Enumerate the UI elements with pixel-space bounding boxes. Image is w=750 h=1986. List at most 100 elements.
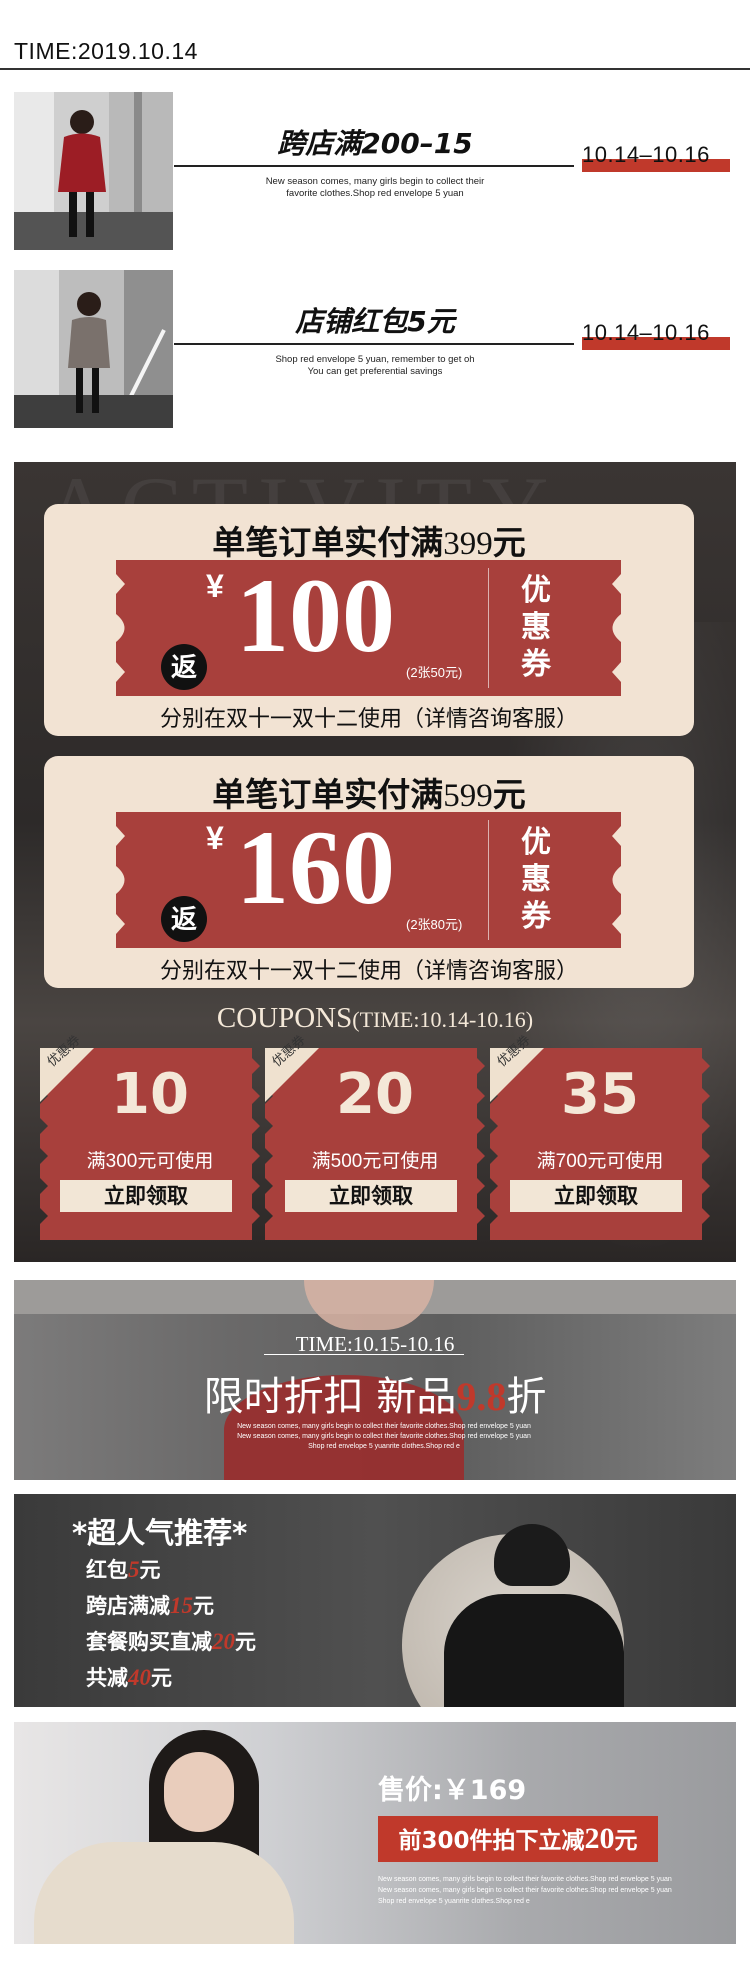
coupons-heading-main: COUPONS: [216, 1002, 353, 1034]
promo-subtitle: Shop red envelope 5 yuan, remember to ge…: [220, 354, 530, 378]
promo-date-highlight: [582, 337, 730, 350]
flash-sale-banner[interactable]: TIME:10.15-10.16 限时折扣 新品9.8折 New season …: [14, 1280, 736, 1480]
big-coupon-title-suffix: 元: [492, 523, 526, 562]
popular-item-amount: 5: [128, 1557, 140, 1582]
coupons-heading: COUPONS(TIME:10.14-10.16): [14, 1002, 736, 1035]
popular-item-label: 套餐购买直减: [86, 1630, 212, 1654]
popular-item: 红包5元: [86, 1554, 161, 1584]
ticket-divider: [488, 820, 489, 940]
claim-button[interactable]: 立即领取: [510, 1180, 682, 1212]
big-coupon-note: (2张80元): [406, 917, 463, 932]
discount-button-text: 前300件拍下立减: [398, 1828, 585, 1854]
product-subtitle-line: New season comes, many girls begin to co…: [378, 1887, 672, 1894]
coupon-side-char: 惠: [521, 610, 551, 645]
popular-item-unit: 元: [151, 1666, 172, 1690]
promo-photo-red-coat: [14, 92, 173, 250]
claim-button[interactable]: 立即领取: [60, 1180, 232, 1212]
claim-button[interactable]: 立即领取: [285, 1180, 457, 1212]
flash-sale-subtitle: New season comes, many girls begin to co…: [214, 1422, 554, 1452]
mini-coupon-value: 20: [336, 1062, 414, 1127]
promo-divider: [174, 165, 574, 167]
coupon-side-char: 优: [521, 825, 551, 860]
product-subtitle-line: Shop red envelope 5 yuanrite clothes.Sho…: [378, 1898, 530, 1905]
big-coupon-amount: 100: [236, 557, 395, 674]
flash-sale-time: TIME:10.15-10.16: [295, 1332, 455, 1356]
product-subtitle-line: New season comes, many girls begin to co…: [378, 1876, 672, 1883]
big-coupon-description: 分别在双十一双十二使用（详情咨询客服）: [159, 959, 578, 984]
promo-divider: [174, 343, 574, 345]
popular-item-label: 跨店满减: [86, 1594, 170, 1618]
promo-subtitle: New season comes, many girls begin to co…: [220, 176, 530, 200]
mini-coupon-condition: 满700元可使用: [536, 1151, 664, 1172]
popular-item: 套餐购买直减20元: [86, 1626, 256, 1656]
promo-subtitle-line: You can get preferential savings: [307, 366, 443, 377]
currency-symbol: ¥: [206, 568, 224, 604]
popular-item-label: 共减: [86, 1666, 128, 1690]
flash-title-suffix: 折: [506, 1374, 547, 1420]
promo-cross-store[interactable]: 跨店满200–15 New season comes, many girls b…: [0, 92, 750, 252]
big-coupon-title-prefix: 单笔订单实付满: [212, 775, 444, 814]
coupon-side-char: 券: [521, 647, 551, 682]
promo-photo-grey-sweater: [14, 270, 173, 428]
currency-symbol: ¥: [206, 820, 224, 856]
flash-title-discount: 9.8: [456, 1374, 507, 1419]
big-coupon-ticket: ¥ 160 (2张80元) 返 优 惠 券: [116, 809, 621, 948]
coupon-side-char: 惠: [521, 862, 551, 897]
big-coupon-399[interactable]: 单笔订单实付满399元 ¥ 100 (2张50元) 返 优 惠 券 分别在双十一…: [44, 504, 694, 736]
product-price: 售价:￥169: [378, 1775, 527, 1806]
popular-item-unit: 元: [193, 1594, 214, 1618]
model-in-black-jacket: [434, 1524, 624, 1707]
popular-item-amount: 40: [128, 1665, 151, 1690]
mini-coupon-condition: 满500元可使用: [311, 1151, 439, 1172]
coupon-side-label: 优 惠 券: [511, 572, 561, 683]
coupon-side-char: 优: [521, 573, 551, 608]
flash-time-underline: [264, 1354, 464, 1355]
coupon-side-char: 券: [521, 899, 551, 934]
big-coupon-amount: 160: [236, 809, 395, 926]
model-red-sweater: [224, 1375, 464, 1480]
promo-subtitle-line: Shop red envelope 5 yuan, remember to ge…: [275, 354, 475, 365]
big-coupon-title: 单笔订单实付满599元: [44, 768, 694, 816]
big-coupon-title-amount: 399: [443, 526, 493, 562]
popular-item: 跨店满减15元: [86, 1590, 214, 1620]
flash-sale-title: 限时折扣 新品9.8折: [14, 1364, 736, 1422]
popular-item-label: 红包: [86, 1558, 128, 1582]
mini-coupon-10[interactable]: 10 满300元可使用 立即领取 优惠券: [40, 1032, 260, 1240]
big-coupon-title: 单笔订单实付满399元: [44, 516, 694, 564]
mini-coupon-20[interactable]: 20 满500元可使用 立即领取 优惠券: [265, 1032, 485, 1240]
popular-title: *超人气推荐*: [72, 1516, 248, 1550]
mini-coupon-35[interactable]: 35 满700元可使用 立即领取 优惠券: [490, 1032, 710, 1240]
big-coupon-note: (2张50元): [406, 665, 463, 680]
discount-button[interactable]: 前300件拍下立减20元: [378, 1816, 658, 1862]
rebate-badge: 返: [161, 896, 207, 942]
page-date: TIME:2019.10.14: [14, 38, 198, 64]
popular-recommendation-banner[interactable]: *超人气推荐* 红包5元 跨店满减15元 套餐购买直减20元 共减40元: [14, 1494, 736, 1707]
product-banner[interactable]: 售价:￥169 前300件拍下立减20元 New season comes, m…: [14, 1722, 736, 1944]
popular-item-amount: 20: [212, 1629, 235, 1654]
coupon-side-label: 优 惠 券: [511, 824, 561, 935]
mini-coupon-value: 35: [561, 1062, 639, 1127]
model-cream-sweater: [34, 1842, 294, 1944]
discount-button-unit: 元: [614, 1828, 638, 1854]
big-coupon-599[interactable]: 单笔订单实付满599元 ¥ 160 (2张80元) 返 优 惠 券 分别在双十一…: [44, 756, 694, 988]
mini-coupon-value: 10: [111, 1062, 189, 1127]
big-coupon-ticket: ¥ 100 (2张50元) 返 优 惠 券: [116, 557, 621, 696]
flash-subtitle-line: Shop red envelope 5 yuanrite clothes.Sho…: [308, 1443, 460, 1450]
promo-date-highlight: [582, 159, 730, 172]
popular-item: 共减40元: [86, 1662, 172, 1692]
big-coupon-title-amount: 599: [443, 778, 493, 814]
model-cap: [494, 1524, 570, 1586]
flash-title-text: 限时折扣 新品: [203, 1374, 457, 1420]
model-jacket: [444, 1594, 624, 1707]
promo-title: 店铺红包5元: [295, 305, 455, 338]
promo-shop-envelope[interactable]: 店铺红包5元 Shop red envelope 5 yuan, remembe…: [0, 270, 750, 430]
coupon-panel: ACTIVITY 单笔订单实付满399元 ¥ 100 (2张50元) 返 优 惠…: [14, 462, 736, 1262]
product-subtitle: New season comes, many girls begin to co…: [378, 1874, 678, 1907]
big-coupon-description: 分别在双十一双十二使用（详情咨询客服）: [159, 707, 578, 732]
coupons-heading-time: (TIME:10.14-10.16): [352, 1007, 534, 1032]
model-face: [304, 1280, 434, 1330]
popular-item-amount: 15: [170, 1593, 193, 1618]
promo-subtitle-line: favorite clothes.Shop red envelope 5 yua…: [286, 188, 464, 199]
popular-item-unit: 元: [235, 1630, 256, 1654]
promo-subtitle-line: New season comes, many girls begin to co…: [265, 176, 485, 187]
